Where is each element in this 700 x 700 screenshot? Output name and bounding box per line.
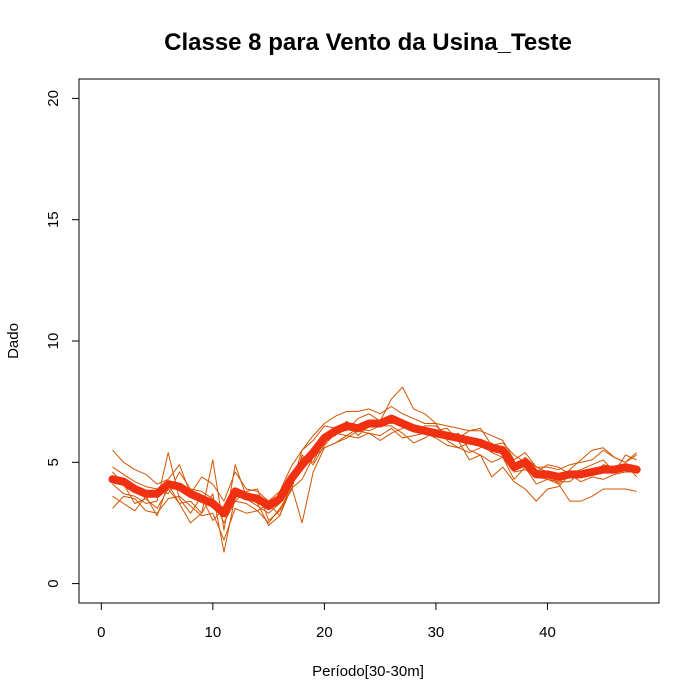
y-axis-label: Dado	[5, 323, 22, 359]
chart-title: Classe 8 para Vento da Usina_Teste	[164, 29, 572, 56]
y-tick-label: 20	[45, 90, 62, 107]
x-tick-label: 30	[428, 624, 445, 641]
x-tick-label: 10	[205, 624, 222, 641]
series-line-3	[112, 425, 637, 541]
x-tick-label: 0	[97, 624, 105, 641]
series-line-1	[112, 406, 637, 502]
series-group	[108, 386, 641, 553]
y-axis: 0 5 10 15 20	[45, 90, 80, 588]
y-tick-label: 5	[45, 458, 62, 466]
series-line-2	[112, 386, 638, 524]
y-tick-label: 0	[45, 579, 62, 587]
x-tick-label: 40	[539, 624, 556, 641]
y-tick-label: 15	[45, 211, 62, 228]
mean-series-line	[108, 414, 641, 518]
x-axis-label: Período[30-30m]	[312, 663, 424, 680]
x-axis: 0 10 20 30 40	[97, 602, 556, 641]
series-line-5	[112, 425, 637, 553]
plot-frame	[78, 78, 660, 604]
y-tick-label: 10	[45, 333, 62, 350]
x-tick-label: 20	[316, 624, 333, 641]
